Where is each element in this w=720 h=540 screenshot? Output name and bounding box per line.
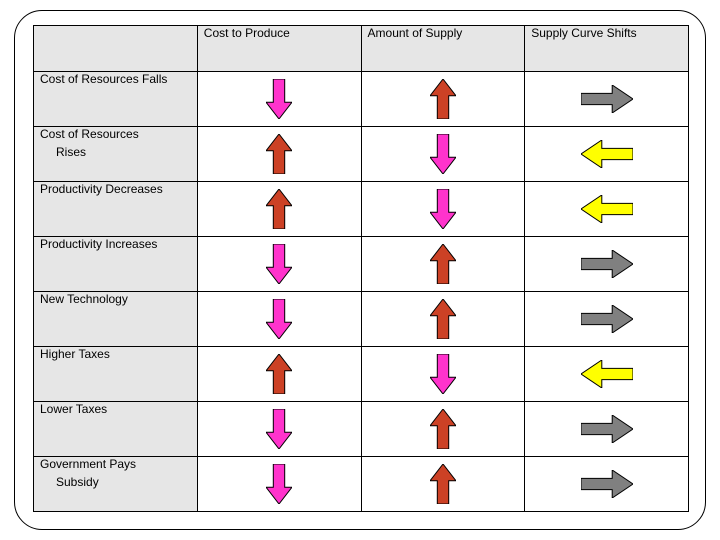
row-label: New Technology [34,292,198,347]
right-arrow-icon [525,305,688,333]
arrow-cell [525,457,689,512]
arrow-cell [361,347,525,402]
down-arrow-icon [198,464,361,504]
row-label: Productivity Decreases [34,182,198,237]
arrow-cell [361,457,525,512]
right-arrow-icon [525,415,688,443]
row-label: Cost of Resources Falls [34,72,198,127]
table-row: Cost of ResourcesRises [34,127,689,182]
arrow-cell [197,127,361,182]
up-arrow-icon [362,79,525,119]
row-label: Government PaysSubsidy [34,457,198,512]
header-supply: Amount of Supply [361,26,525,72]
down-arrow-icon [198,79,361,119]
table-row: Cost of Resources Falls [34,72,689,127]
header-cost: Cost to Produce [197,26,361,72]
arrow-cell [525,72,689,127]
arrow-cell [525,402,689,457]
table-body: Cost of Resources FallsCost of Resources… [34,72,689,512]
table-row: Government PaysSubsidy [34,457,689,512]
arrow-cell [197,402,361,457]
row-label: Productivity Increases [34,237,198,292]
arrow-cell [361,292,525,347]
arrow-cell [197,347,361,402]
up-arrow-icon [198,189,361,229]
header-empty [34,26,198,72]
right-arrow-icon [525,85,688,113]
arrow-cell [197,182,361,237]
table-row: Lower Taxes [34,402,689,457]
right-arrow-icon [525,470,688,498]
header-curve: Supply Curve Shifts [525,26,689,72]
header-cost-label: Cost to Produce [198,22,296,44]
row-label: Cost of ResourcesRises [34,127,198,182]
left-arrow-icon [525,360,688,388]
supply-table: Cost to Produce Amount of Supply Supply … [33,25,689,512]
arrow-cell [525,182,689,237]
right-arrow-icon [525,250,688,278]
arrow-cell [361,237,525,292]
up-arrow-icon [198,134,361,174]
down-arrow-icon [198,244,361,284]
arrow-cell [197,292,361,347]
arrow-cell [525,292,689,347]
left-arrow-icon [525,140,688,168]
arrow-cell [525,127,689,182]
down-arrow-icon [362,134,525,174]
up-arrow-icon [362,409,525,449]
up-arrow-icon [362,244,525,284]
down-arrow-icon [362,354,525,394]
arrow-cell [361,182,525,237]
arrow-cell [361,402,525,457]
header-supply-label: Amount of Supply [362,22,469,44]
row-label: Lower Taxes [34,402,198,457]
header-row: Cost to Produce Amount of Supply Supply … [34,26,689,72]
table-row: Productivity Decreases [34,182,689,237]
table-row: New Technology [34,292,689,347]
arrow-cell [197,457,361,512]
up-arrow-icon [362,464,525,504]
down-arrow-icon [198,299,361,339]
arrow-cell [197,237,361,292]
row-label: Higher Taxes [34,347,198,402]
header-curve-label: Supply Curve Shifts [525,22,642,44]
left-arrow-icon [525,195,688,223]
arrow-cell [197,72,361,127]
up-arrow-icon [362,299,525,339]
arrow-cell [361,72,525,127]
table-row: Higher Taxes [34,347,689,402]
down-arrow-icon [362,189,525,229]
up-arrow-icon [198,354,361,394]
arrow-cell [525,347,689,402]
table-row: Productivity Increases [34,237,689,292]
down-arrow-icon [198,409,361,449]
arrow-cell [361,127,525,182]
rounded-frame: Cost to Produce Amount of Supply Supply … [14,10,706,530]
arrow-cell [525,237,689,292]
